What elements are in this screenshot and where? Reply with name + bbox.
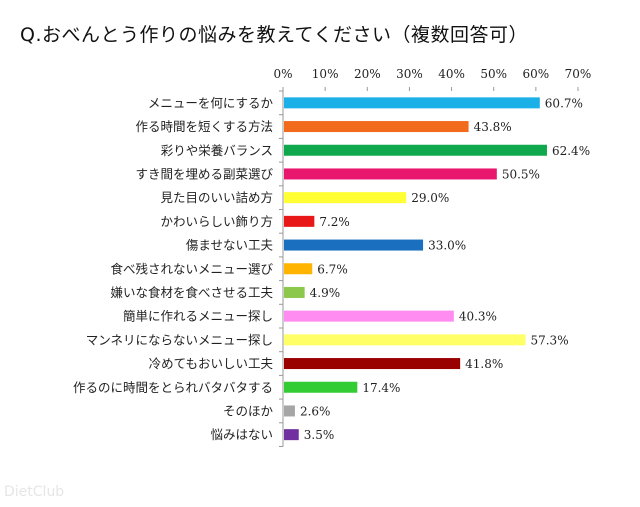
data-label: 33.0% [428, 239, 466, 253]
bar [284, 144, 547, 156]
x-tick-label: 40% [438, 67, 465, 81]
x-tick-label: 20% [354, 67, 381, 81]
category-label: 傷ませない工夫 [186, 238, 274, 253]
category-label: 作る時間を短くする方法 [135, 119, 273, 134]
chart-title: Q.おべんとう作りの悩みを教えてください（複数回答可） [20, 24, 528, 46]
bar [284, 429, 299, 441]
x-tick-label: 10% [312, 67, 339, 81]
category-label: かわいらしい飾り方 [160, 214, 273, 229]
category-label: すき間を埋める副菜選び [135, 166, 273, 181]
data-label: 43.8% [474, 120, 512, 134]
category-label: そのほか [223, 403, 274, 418]
bar [284, 286, 305, 298]
bar [284, 192, 407, 204]
x-tick-label: 70% [565, 67, 592, 81]
x-tick-label: 60% [523, 67, 550, 81]
bar [284, 310, 454, 322]
category-label: マンネリにならないメニュー探し [86, 332, 273, 347]
data-label: 62.4% [552, 144, 590, 158]
bar [284, 358, 461, 370]
bar [284, 239, 424, 251]
watermark-logo: DietClub [4, 484, 65, 500]
bar [284, 381, 358, 393]
data-label: 60.7% [545, 96, 583, 110]
data-label: 7.2% [319, 215, 350, 229]
category-label: 嫌いな食材を食べさせる工夫 [110, 285, 273, 300]
bar [284, 334, 526, 346]
bar [284, 97, 540, 109]
category-label: 見た目のいい詰め方 [160, 190, 273, 205]
data-label: 17.4% [362, 381, 400, 395]
bar [284, 121, 469, 133]
data-label: 6.7% [317, 262, 348, 276]
x-tick-label: 30% [396, 67, 423, 81]
data-label: 40.3% [459, 310, 497, 324]
data-label: 4.9% [310, 286, 341, 300]
data-label: 41.8% [465, 357, 503, 371]
data-label: 2.6% [300, 404, 331, 418]
x-tick-label: 50% [480, 67, 507, 81]
category-label: メニューを何にするか [148, 95, 274, 110]
category-label: 簡単に作れるメニュー探し [123, 309, 273, 324]
x-tick-label: 0% [273, 67, 292, 81]
bar [284, 405, 295, 417]
bar [284, 215, 315, 227]
category-label: 彩りや栄養バランス [161, 143, 273, 158]
category-label: 作るのに時間をとられバタバタする [73, 380, 273, 395]
category-label: 食べ残されないメニュー選び [110, 261, 273, 276]
bar [284, 168, 497, 180]
category-label: 冷めてもおいしい工夫 [149, 356, 274, 371]
data-label: 3.5% [304, 428, 335, 442]
bar [284, 263, 313, 275]
data-label: 50.5% [502, 167, 540, 181]
data-label: 57.3% [530, 333, 568, 347]
category-label: 悩みはない [210, 427, 273, 442]
data-label: 29.0% [411, 191, 449, 205]
